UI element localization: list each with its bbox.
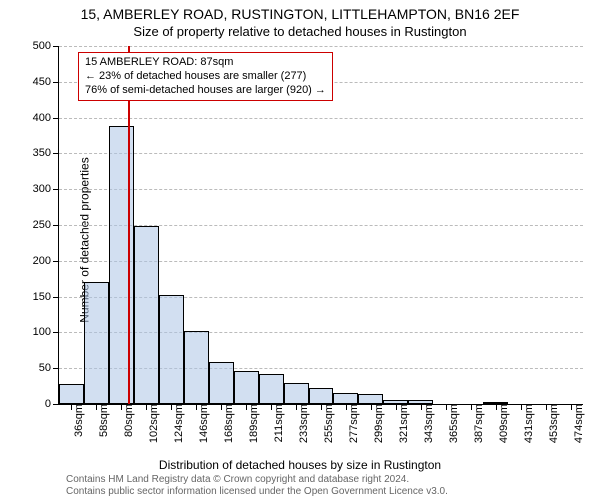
x-tick-label: 453sqm [540,404,560,443]
x-tick-label: 365sqm [440,404,460,443]
histogram-bar [209,362,234,404]
y-tick-label: 350 [33,147,59,159]
histogram-bar [309,388,334,404]
chart-subtitle: Size of property relative to detached ho… [0,24,600,39]
y-tick-label: 500 [33,40,59,52]
y-tick-label: 100 [33,326,59,338]
x-tick-label: 431sqm [515,404,535,443]
histogram-bar [234,371,259,404]
x-tick-label: 474sqm [565,404,585,443]
attribution-line-2: Contains public sector information licen… [66,486,448,498]
y-tick-label: 150 [33,291,59,303]
grid-line [59,153,583,154]
histogram-bar [333,393,358,404]
y-tick-label: 450 [33,76,59,88]
grid-line [59,46,583,47]
x-tick-label: 321sqm [390,404,410,443]
histogram-bar [259,374,284,404]
x-tick-label: 189sqm [240,404,260,443]
grid-line [59,118,583,119]
histogram-bar [84,282,109,404]
histogram-bar [59,384,84,404]
chart-title: 15, AMBERLEY ROAD, RUSTINGTON, LITTLEHAM… [0,6,600,22]
x-axis-label: Distribution of detached houses by size … [0,458,600,472]
x-tick-label: 168sqm [215,404,235,443]
x-tick-label: 387sqm [465,404,485,443]
x-tick-label: 299sqm [365,404,385,443]
x-tick-label: 102sqm [140,404,160,443]
annotation-line: 76% of semi-detached houses are larger (… [85,84,326,98]
y-tick-label: 50 [39,362,59,374]
attribution-text: Contains HM Land Registry data © Crown c… [66,474,448,498]
annotation-line: 15 AMBERLEY ROAD: 87sqm [85,56,326,70]
x-tick-label: 343sqm [415,404,435,443]
histogram-bar [358,394,383,404]
annotation-line: ← 23% of detached houses are smaller (27… [85,70,326,84]
y-tick-label: 300 [33,183,59,195]
histogram-bar [184,331,209,404]
x-tick-label: 277sqm [340,404,360,443]
x-tick-label: 80sqm [115,404,135,437]
x-tick-label: 211sqm [265,404,285,442]
x-tick-label: 233sqm [290,404,310,443]
y-tick-label: 400 [33,112,59,124]
histogram-bar [134,226,159,404]
y-tick-label: 200 [33,255,59,267]
x-tick-label: 58sqm [90,404,110,437]
x-tick-label: 124sqm [165,404,185,443]
histogram-bar [159,295,184,404]
y-tick-label: 0 [45,398,59,410]
x-tick-label: 255sqm [315,404,335,443]
grid-line [59,189,583,190]
histogram-bar [284,383,309,404]
histogram-bar [109,126,134,404]
y-tick-label: 250 [33,219,59,231]
attribution-line-1: Contains HM Land Registry data © Crown c… [66,474,448,486]
x-tick-label: 409sqm [490,404,510,443]
x-tick-label: 146sqm [190,404,210,443]
annotation-box: 15 AMBERLEY ROAD: 87sqm← 23% of detached… [78,52,333,101]
x-tick-label: 36sqm [65,404,85,437]
